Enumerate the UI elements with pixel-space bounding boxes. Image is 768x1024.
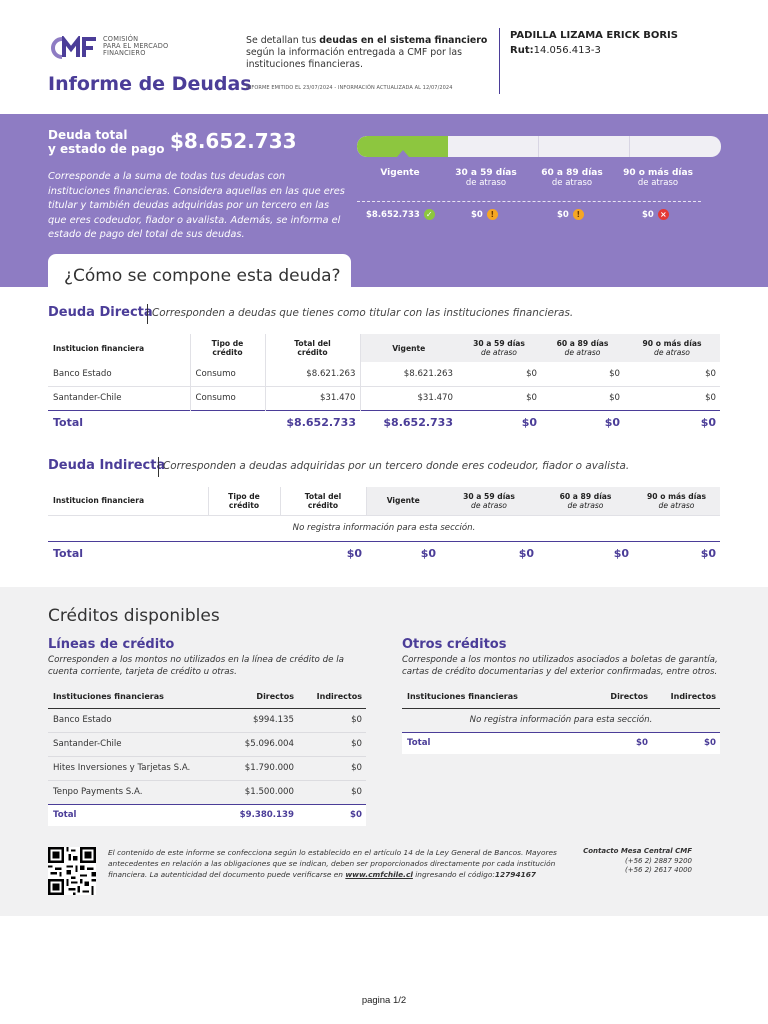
table-row: Banco Estado $994.135 $0 — [48, 708, 366, 733]
table-row: Hites Inversiones y Tarjetas S.A. $1.790… — [48, 756, 366, 781]
status-col-60: 60 a 89 días de atraso — [541, 168, 603, 188]
warning-icon: ! — [486, 209, 498, 220]
status-value-30: $0! — [471, 209, 498, 220]
status-col-30: 30 a 59 días de atraso — [455, 168, 517, 188]
bar-pointer-icon — [397, 150, 409, 157]
table-total-row: Total $0 $0 $0 $0 $0 — [48, 540, 720, 565]
direct-debt-title: Deuda Directa — [48, 305, 153, 320]
payment-status-bar-fill — [357, 136, 448, 157]
table-row: Tenpo Payments S.A. $1.500.000 $0 — [53, 787, 362, 797]
status-divider — [357, 201, 701, 202]
bar-segment-divider — [629, 136, 630, 157]
table-header-row: Institucion financiera Tipo de crédito To… — [48, 487, 720, 515]
credit-lines-table: Instituciones financieras Directos Indir… — [48, 686, 366, 826]
page-title: Informe de Deudas — [48, 73, 252, 95]
other-credits-description: Corresponde a los montos no utilizados a… — [402, 655, 718, 677]
total-debt-amount: $8.652.733 — [170, 129, 297, 153]
direct-debt-table: Institucion financiera Tipo de crédito To… — [48, 334, 720, 434]
table-total-row: Total $9.380.139 $0 — [48, 803, 366, 826]
status-value-90: $0 × — [642, 209, 669, 220]
report-header: COMISIÓN PARA EL MERCADO FINANCIERO Info… — [0, 0, 768, 114]
indirect-debt-subtitle: Corresponden a deudas adquiridas por un … — [163, 460, 630, 472]
table-row: Banco Estado Consumo $8.621.263 $8.621.2… — [48, 362, 720, 387]
composition-tab-label: ¿Cómo se compone esta deuda? — [64, 266, 341, 286]
no-info-row: No registra información para esta secció… — [48, 514, 720, 541]
table-header-row: Instituciones financieras Directos Indir… — [48, 686, 366, 709]
status-col-90: 90 o más días de atraso — [623, 168, 693, 188]
title-divider — [147, 304, 148, 324]
payment-status-bar — [357, 136, 721, 157]
table-total-row: Total $0 $0 — [402, 731, 720, 754]
header-divider — [499, 28, 500, 94]
verification-link[interactable]: www.cmfchile.cl — [345, 870, 413, 879]
check-icon: ✓ — [423, 209, 435, 220]
indirect-debt-title: Deuda Indirecta — [48, 458, 166, 473]
cmf-logo-icon — [51, 36, 96, 59]
other-credits-title: Otros créditos — [402, 637, 507, 652]
table-header-row: Instituciones financieras Directos Indir… — [402, 686, 720, 709]
total-debt-description: Corresponde a la suma de todas tus deuda… — [48, 171, 345, 241]
qr-code-icon — [48, 847, 96, 895]
legal-notice: El contenido de este informe se confecci… — [108, 848, 557, 879]
table-total-row: Total $8.652.733 $8.652.733 $0 $0 $0 — [48, 409, 720, 434]
status-col-vigente: Vigente — [380, 168, 420, 178]
intro-text: Se detallan tus deudas en el sistema fin… — [246, 35, 488, 70]
other-credits-table: Instituciones financieras Directos Indir… — [402, 686, 720, 754]
person-rut: Rut:14.056.413-3 — [510, 45, 601, 56]
available-credits-title: Créditos disponibles — [48, 606, 220, 626]
verification-code: 12794167 — [494, 870, 537, 879]
status-value-60: $0! — [557, 209, 584, 220]
contact-info: Contacto Mesa Central CMF (+56 2) 2887 9… — [583, 847, 692, 875]
bar-segment-divider — [538, 136, 539, 157]
table-row: Santander-Chile Consumo $31.470 $31.470 … — [48, 386, 720, 410]
total-debt-label: Deuda total y estado de pago — [48, 128, 165, 156]
credit-lines-description: Corresponden a los montos no utilizados … — [48, 655, 344, 677]
table-row: Santander-Chile $5.096.004 $0 — [48, 732, 366, 757]
x-icon: × — [657, 209, 669, 220]
composition-tab — [48, 254, 351, 287]
title-divider — [158, 457, 159, 477]
credit-lines-title: Líneas de crédito — [48, 637, 175, 652]
status-value-vigente: $8.652.733 ✓ — [366, 209, 435, 220]
warning-icon: ! — [572, 209, 584, 220]
indirect-debt-table: Institucion financiera Tipo de crédito To… — [48, 487, 720, 565]
logo-wordmark: COMISIÓN PARA EL MERCADO FINANCIERO — [103, 35, 169, 58]
page-number: pagina 1/2 — [361, 995, 407, 1006]
table-header-row: Institucion financiera Tipo de crédito To… — [48, 334, 720, 362]
no-info-row: No registra información para esta secció… — [469, 715, 653, 725]
emission-date: INFORME EMITIDO EL 23/07/2024 - INFORMAC… — [246, 85, 453, 91]
direct-debt-subtitle: Corresponden a deudas que tienes como ti… — [152, 307, 574, 319]
person-name: PADILLA LIZAMA ERICK BORIS — [510, 30, 678, 41]
